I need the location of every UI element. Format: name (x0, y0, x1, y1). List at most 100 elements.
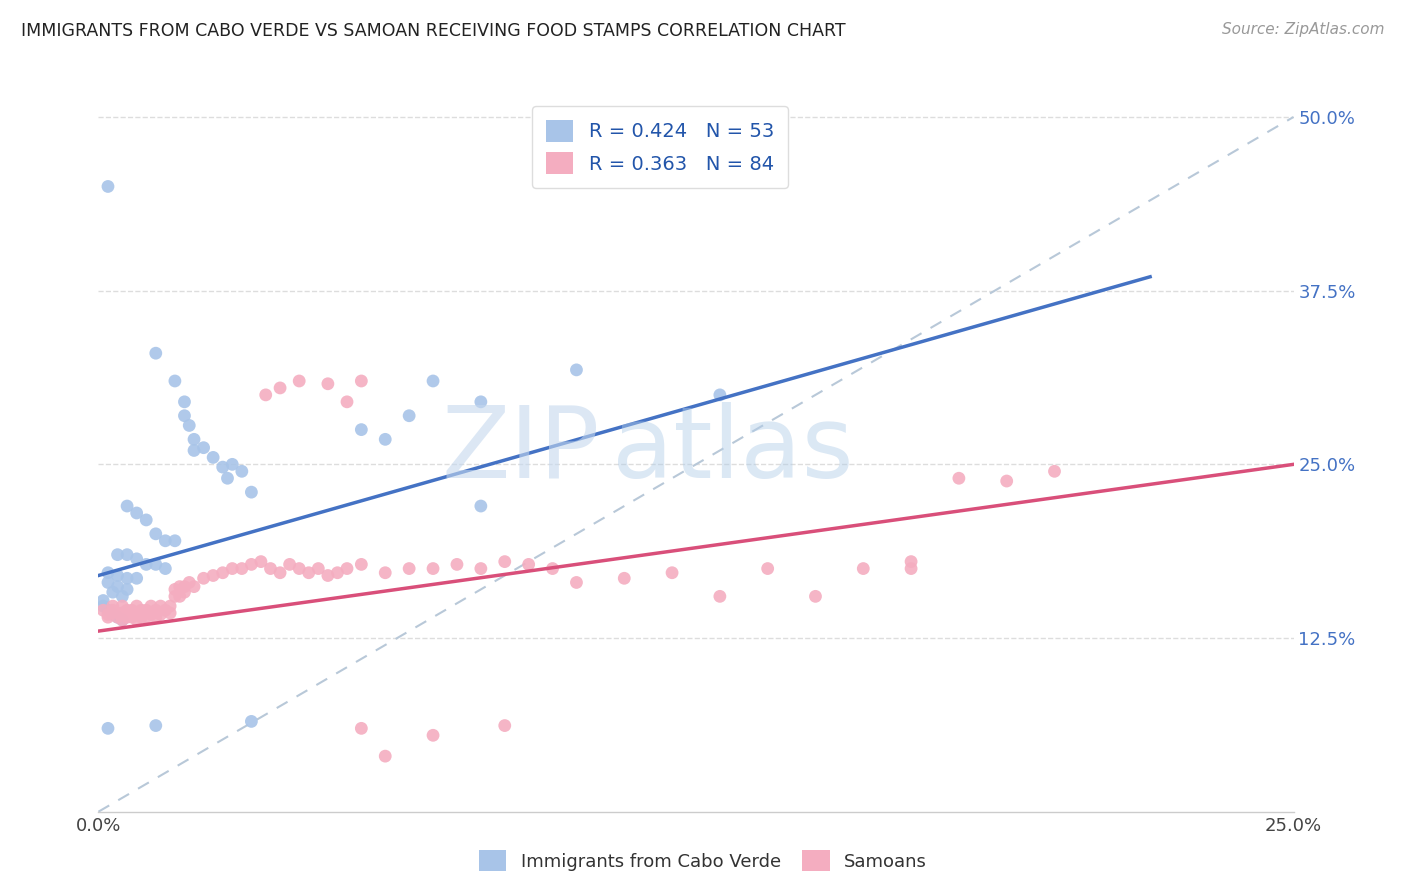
Point (374, 566, 396, 580)
Point (661, 566, 683, 580)
Point (155, 561, 177, 575)
Point (709, 590, 731, 604)
Point (159, 606, 181, 620)
Point (278, 558, 301, 572)
Point (221, 458, 243, 472)
Point (149, 599, 172, 613)
Point (316, 376, 339, 391)
Point (288, 561, 311, 575)
Point (97, 607, 120, 622)
Point (422, 561, 444, 575)
Point (115, 499, 138, 513)
Point (240, 485, 263, 500)
Point (221, 561, 243, 575)
Point (139, 607, 162, 622)
Point (288, 374, 311, 388)
Point (470, 394, 492, 409)
Point (101, 585, 124, 599)
Point (1043, 464, 1066, 478)
Point (709, 388, 731, 402)
Point (183, 433, 205, 447)
Legend: Immigrants from Cabo Verde, Samoans: Immigrants from Cabo Verde, Samoans (472, 843, 934, 879)
Point (202, 450, 225, 465)
Point (173, 394, 195, 409)
Point (107, 610, 129, 624)
Point (97, 603, 120, 617)
Point (374, 749, 396, 764)
Point (115, 582, 138, 597)
Point (494, 718, 516, 732)
Point (125, 613, 148, 627)
Point (97, 610, 120, 624)
Point (422, 728, 444, 742)
Point (97, 179, 120, 194)
Point (145, 558, 167, 572)
Point (163, 374, 186, 388)
Point (179, 575, 201, 590)
Point (336, 561, 359, 575)
Point (125, 606, 148, 620)
Point (111, 606, 134, 620)
Point (269, 381, 291, 395)
Point (115, 571, 138, 585)
Point (173, 409, 195, 423)
Point (101, 607, 124, 622)
Point (169, 590, 191, 604)
Point (97, 722, 120, 736)
Point (155, 603, 177, 617)
Point (336, 394, 359, 409)
Point (111, 590, 134, 604)
Point (125, 571, 148, 585)
Point (995, 474, 1018, 488)
Point (107, 610, 129, 624)
Point (107, 548, 129, 562)
Point (374, 433, 396, 447)
Point (307, 561, 329, 575)
Point (111, 613, 134, 627)
Point (517, 558, 540, 572)
Point (163, 590, 186, 604)
Text: Source: ZipAtlas.com: Source: ZipAtlas.com (1222, 22, 1385, 37)
Point (97, 566, 120, 580)
Point (125, 506, 148, 520)
Point (145, 526, 167, 541)
Point (135, 610, 157, 624)
Point (316, 568, 339, 582)
Point (193, 571, 215, 585)
Point (121, 603, 143, 617)
Point (121, 610, 143, 624)
Point (159, 599, 181, 613)
Point (398, 409, 420, 423)
Point (269, 566, 291, 580)
Point (135, 513, 157, 527)
Point (145, 346, 167, 360)
Point (470, 499, 492, 513)
Point (217, 471, 239, 485)
Point (900, 555, 922, 569)
Point (804, 590, 827, 604)
Point (565, 575, 588, 590)
Point (350, 374, 373, 388)
Point (470, 561, 492, 575)
Point (298, 566, 321, 580)
Point (183, 443, 205, 458)
Text: IMMIGRANTS FROM CABO VERDE VS SAMOAN RECEIVING FOOD STAMPS CORRELATION CHART: IMMIGRANTS FROM CABO VERDE VS SAMOAN REC… (21, 22, 846, 40)
Point (350, 558, 373, 572)
Point (446, 558, 468, 572)
Point (131, 610, 153, 624)
Point (852, 561, 875, 575)
Point (107, 568, 129, 582)
Point (101, 599, 124, 613)
Point (173, 585, 195, 599)
Point (398, 561, 420, 575)
Point (163, 533, 186, 548)
Point (135, 603, 157, 617)
Point (900, 561, 922, 575)
Point (145, 610, 167, 624)
Point (163, 582, 186, 597)
Text: ZIP: ZIP (441, 402, 600, 499)
Point (494, 555, 516, 569)
Point (350, 423, 373, 437)
Point (173, 580, 195, 594)
Point (259, 561, 281, 575)
